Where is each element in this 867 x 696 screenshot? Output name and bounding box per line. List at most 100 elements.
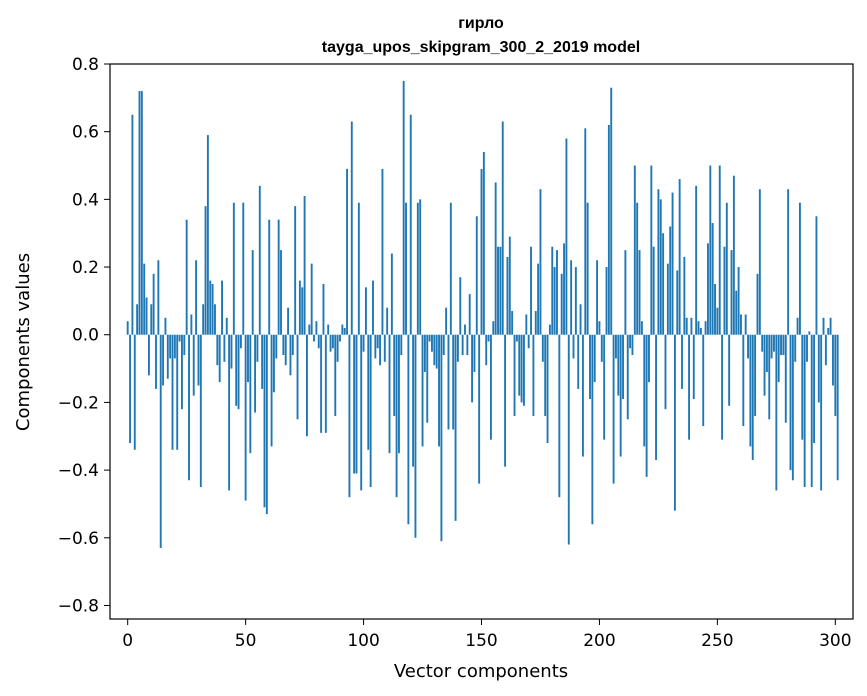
bar-1	[129, 334, 131, 444]
bar-217	[638, 250, 641, 335]
bar-144	[466, 334, 469, 356]
bar-series	[126, 80, 839, 548]
bar-251	[718, 165, 721, 335]
y-tick-label: −0.6	[58, 529, 99, 549]
bar-37	[214, 304, 216, 335]
bar-150	[480, 168, 483, 335]
bar-142	[461, 334, 464, 356]
bar-125	[421, 334, 424, 447]
bar-215	[633, 165, 636, 335]
bar-8	[145, 297, 148, 335]
bar-182	[556, 250, 558, 335]
bar-234	[678, 179, 681, 335]
bar-5	[138, 91, 141, 335]
bar-237	[685, 317, 688, 335]
bar-249	[714, 283, 716, 335]
bar-119	[407, 334, 410, 525]
bar-118	[405, 202, 407, 335]
bar-214	[631, 334, 634, 356]
bar-198	[593, 334, 596, 383]
bar-106	[376, 334, 379, 349]
bar-270	[763, 334, 766, 396]
bar-124	[419, 199, 422, 335]
bar-205	[610, 87, 613, 335]
bar-69	[289, 334, 292, 376]
bar-185	[563, 243, 565, 335]
bar-286	[801, 334, 804, 440]
bar-81	[317, 334, 320, 349]
y-tick-label: −0.2	[58, 393, 99, 413]
bar-48	[239, 334, 242, 349]
bar-248	[711, 223, 714, 335]
bar-236	[683, 256, 686, 335]
bar-117	[402, 80, 405, 335]
bar-111	[388, 334, 391, 454]
bar-278	[782, 334, 785, 356]
bar-232	[673, 334, 676, 511]
bar-25	[185, 219, 188, 335]
bar-267	[756, 273, 759, 335]
bar-55	[256, 334, 259, 362]
bar-66	[282, 334, 285, 356]
bar-26	[188, 334, 190, 481]
bar-135	[445, 307, 448, 335]
bar-31	[199, 334, 202, 488]
x-tick-label: 50	[235, 631, 257, 651]
bar-2	[131, 114, 134, 335]
bar-180	[551, 246, 554, 335]
bar-145	[468, 294, 471, 335]
bar-43	[228, 334, 231, 491]
bar-137	[449, 202, 452, 335]
bar-183	[558, 334, 561, 498]
bar-220	[645, 334, 648, 477]
bar-92	[343, 327, 346, 335]
bar-162	[508, 236, 511, 335]
y-tick-label: 0.0	[72, 326, 99, 346]
bar-172	[532, 334, 535, 416]
bar-54	[254, 334, 257, 413]
bar-87	[331, 334, 334, 349]
bar-271	[765, 334, 768, 372]
bar-138	[452, 334, 455, 430]
bar-246	[706, 243, 709, 335]
bar-17	[166, 334, 169, 379]
bar-132	[438, 334, 440, 447]
bar-167	[520, 334, 523, 403]
bar-90	[339, 334, 341, 342]
bar-235	[681, 334, 683, 389]
bar-254	[725, 202, 728, 335]
bar-193	[581, 334, 584, 457]
bar-103	[369, 334, 372, 488]
bar-60	[268, 219, 271, 335]
bar-178	[546, 334, 549, 444]
x-tick-label: 250	[701, 631, 733, 651]
bar-163	[511, 311, 514, 335]
bar-173	[534, 311, 537, 335]
bar-284	[796, 317, 799, 335]
bar-136	[447, 334, 450, 430]
bar-134	[442, 334, 445, 356]
bar-152	[485, 334, 488, 366]
x-tick-label: 100	[347, 631, 379, 651]
bar-91	[341, 324, 344, 335]
bar-211	[624, 250, 627, 335]
bar-265	[751, 334, 754, 460]
bar-277	[780, 334, 783, 356]
bar-32	[202, 304, 205, 335]
bar-259	[737, 267, 740, 335]
bar-127	[426, 334, 429, 423]
bar-188	[570, 260, 573, 335]
bar-239	[690, 317, 693, 335]
bar-290	[810, 334, 813, 488]
bar-171	[530, 246, 532, 335]
bar-52	[249, 334, 252, 454]
bar-120	[409, 114, 412, 335]
y-axis-label: Components values	[13, 253, 34, 431]
y-tick-label: 0.4	[72, 190, 99, 210]
bar-282	[791, 334, 794, 481]
bar-196	[589, 334, 591, 400]
bar-200	[598, 321, 601, 335]
bar-75	[303, 195, 306, 335]
bar-28	[192, 334, 195, 396]
